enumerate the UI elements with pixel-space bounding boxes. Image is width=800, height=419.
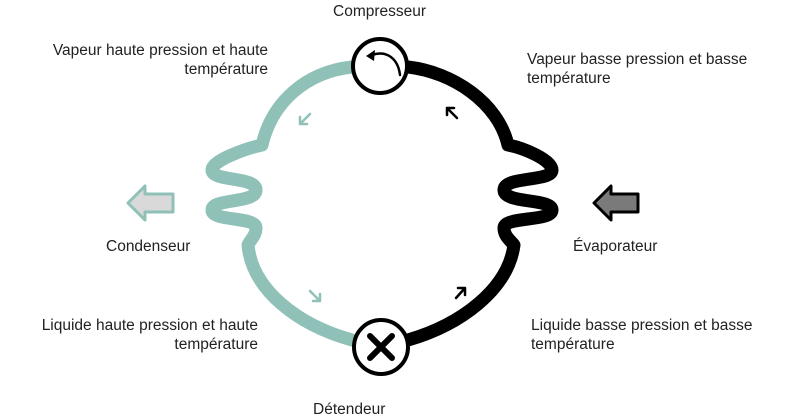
state-label-top-right: Vapeur basse pression et basse températu… — [527, 51, 748, 87]
state-label-bottom-left: Liquide haute pression et haute températ… — [41, 317, 258, 353]
rotation-arrow-icon — [370, 52, 402, 77]
compressor-symbol — [351, 37, 409, 95]
cross-icon — [367, 333, 395, 361]
hot-side-pipe — [205, 60, 359, 347]
cold-side-pipe — [401, 60, 559, 347]
flow-arrow-hot-bottom — [308, 289, 322, 303]
evaporator-label: Évaporateur — [573, 238, 658, 255]
expansion-valve-symbol — [352, 318, 410, 376]
state-label-bottom-right: Liquide basse pression et basse températ… — [531, 317, 753, 353]
expansion-valve-label: Détendeur — [313, 401, 386, 418]
compressor-label: Compresseur — [333, 3, 427, 20]
state-label-top-left: Vapeur haute pression et haute températu… — [52, 42, 268, 78]
flow-arrow-cold-bottom — [454, 286, 467, 300]
flow-arrow-cold-top — [445, 106, 459, 120]
condenser-heat-out-arrow-icon — [126, 184, 175, 222]
evaporator-heat-in-arrow-icon — [592, 184, 640, 222]
condenser-label: Condenseur — [106, 238, 191, 255]
flow-arrow-hot-top — [298, 112, 312, 126]
